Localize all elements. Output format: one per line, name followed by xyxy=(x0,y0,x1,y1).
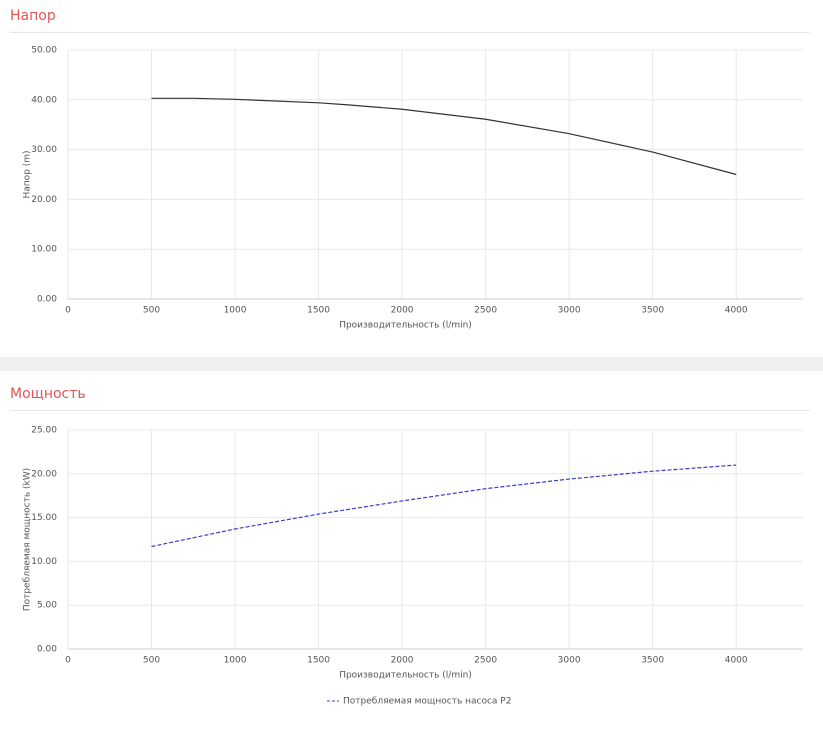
y-tick-label: 10.00 xyxy=(31,245,57,255)
y-tick-label: 15.00 xyxy=(31,513,57,523)
x-tick-label: 1500 xyxy=(307,656,330,666)
x-tick-label: 3500 xyxy=(641,306,664,316)
y-tick-label: 0.00 xyxy=(37,645,57,655)
y-tick-label: 5.00 xyxy=(37,601,57,611)
x-tick-label: 500 xyxy=(143,656,160,666)
y-tick-label: 30.00 xyxy=(31,145,57,155)
y-axis-label: Потребляемая мощность (kW) xyxy=(23,468,33,611)
panel-separator xyxy=(0,357,823,371)
panel-title: Мощность xyxy=(10,386,86,402)
y-axis-label: Напор (m) xyxy=(23,150,33,198)
y-tick-label: 10.00 xyxy=(31,557,57,567)
x-tick-label: 3000 xyxy=(558,306,581,316)
y-tick-label: 40.00 xyxy=(31,95,57,105)
panel-title: Напор xyxy=(10,8,56,24)
x-tick-label: 500 xyxy=(143,306,160,316)
legend-label: Потребляемая мощность насоса P2 xyxy=(343,697,511,707)
x-tick-label: 4000 xyxy=(725,656,748,666)
y-tick-label: 50.00 xyxy=(31,46,57,56)
x-axis-label: Производительность (l/min) xyxy=(339,321,472,331)
x-axis-label: Производительность (l/min) xyxy=(339,671,472,681)
x-tick-label: 2500 xyxy=(474,306,497,316)
x-tick-label: 4000 xyxy=(725,306,748,316)
x-tick-label: 2000 xyxy=(391,306,414,316)
y-tick-label: 0.00 xyxy=(37,295,57,305)
series-line xyxy=(151,464,737,548)
x-tick-label: 3500 xyxy=(641,656,664,666)
x-tick-label: 1500 xyxy=(307,306,330,316)
x-tick-label: 2500 xyxy=(474,656,497,666)
x-tick-label: 0 xyxy=(65,306,71,316)
series-line xyxy=(151,97,737,176)
x-tick-label: 0 xyxy=(65,656,71,666)
x-tick-label: 1000 xyxy=(224,306,247,316)
x-tick-label: 1000 xyxy=(224,656,247,666)
y-tick-label: 20.00 xyxy=(31,195,57,205)
y-tick-label: 20.00 xyxy=(31,469,57,479)
x-tick-label: 3000 xyxy=(558,656,581,666)
y-tick-label: 25.00 xyxy=(31,426,57,436)
x-tick-label: 2000 xyxy=(391,656,414,666)
